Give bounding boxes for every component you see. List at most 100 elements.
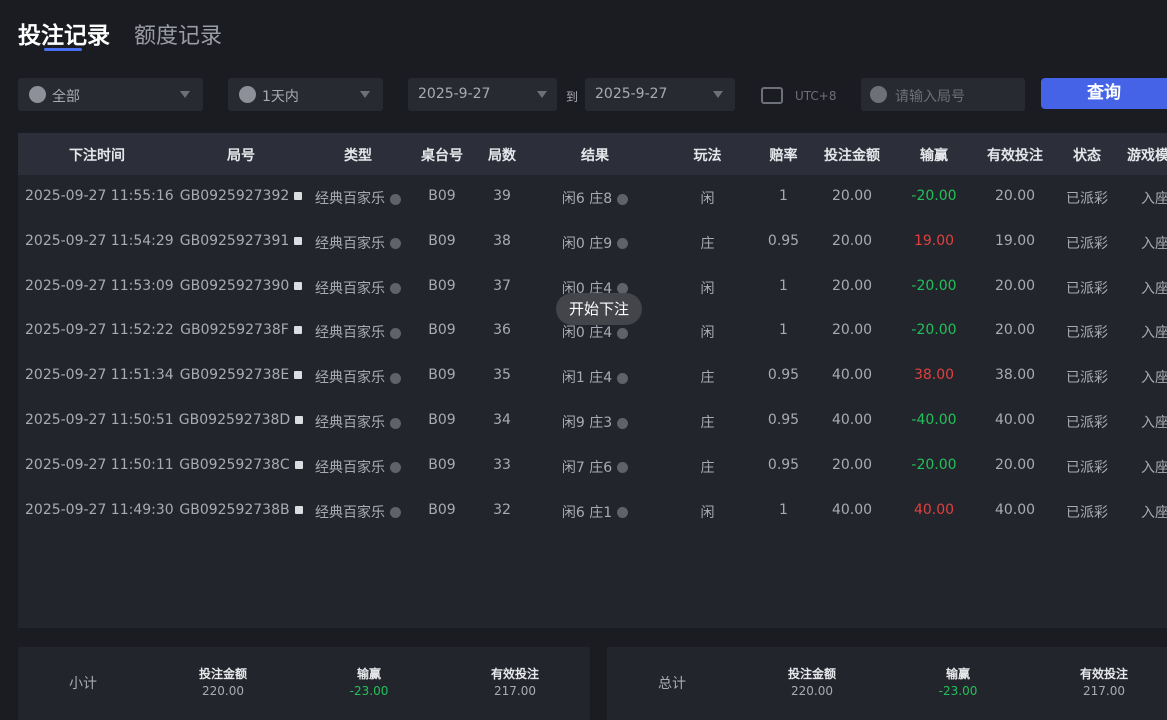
cell: 0.95 bbox=[755, 412, 812, 428]
cell-text: 闲9 庄3 bbox=[561, 415, 613, 431]
cell: -20.00 bbox=[892, 278, 976, 294]
cell: 2025-09-27 11:54:29 bbox=[18, 233, 176, 249]
info-icon[interactable] bbox=[617, 193, 629, 205]
cell: 20.00 bbox=[812, 188, 892, 204]
cell-text: 1 bbox=[779, 188, 788, 204]
cell: B09 bbox=[410, 322, 474, 338]
info-dot[interactable] bbox=[390, 283, 401, 295]
cell-text: -20.00 bbox=[911, 322, 957, 339]
copy-icon[interactable] bbox=[294, 236, 303, 245]
cell: 1 bbox=[755, 188, 812, 204]
cell: 闲 bbox=[660, 322, 755, 342]
summary-item-label: 输赢 bbox=[356, 667, 381, 681]
cell-text: B09 bbox=[428, 232, 456, 249]
copy-icon[interactable] bbox=[294, 505, 303, 514]
cell-text: GB092592738E bbox=[179, 367, 290, 384]
cell-text: 闲7 庄6 bbox=[561, 459, 613, 476]
copy-icon[interactable] bbox=[293, 326, 302, 335]
info-dot[interactable] bbox=[390, 238, 401, 250]
type-select[interactable]: 全部 bbox=[18, 78, 203, 111]
cell-text: 2025-09-27 11:53:09 bbox=[25, 277, 174, 294]
cell-text: 闲 bbox=[700, 325, 715, 342]
info-icon[interactable] bbox=[617, 327, 629, 339]
period-select[interactable]: 1天内 bbox=[228, 78, 383, 111]
cell: 入座 bbox=[1120, 412, 1167, 432]
info-dot[interactable] bbox=[390, 417, 401, 429]
cell: 经典百家乐 bbox=[306, 367, 410, 387]
timezone: UTC+8 bbox=[795, 89, 837, 103]
summary-item-label: 有效投注 bbox=[490, 667, 539, 681]
cell-text: 已派彩 bbox=[1066, 191, 1108, 207]
cell: 36 bbox=[474, 322, 530, 338]
info-icon[interactable] bbox=[617, 507, 629, 519]
info-dot[interactable] bbox=[390, 193, 401, 205]
column-header: 有效投注 bbox=[987, 148, 1043, 164]
cell-text: 经典百家乐 bbox=[315, 191, 385, 207]
info-icon[interactable] bbox=[617, 417, 629, 429]
cell-text: 已派彩 bbox=[1066, 415, 1108, 431]
date-to[interactable]: 2025-9-27 bbox=[585, 78, 735, 111]
cell-text: 1 bbox=[779, 277, 788, 294]
cell: 20.00 bbox=[976, 188, 1054, 204]
summary-label: 总计 bbox=[658, 676, 686, 692]
info-icon[interactable] bbox=[617, 238, 629, 250]
table-header: 下注时间 局号 类型 桌台号 局数 结果 玩法 赔率 投注金额 输赢 有效投注 状态 游戏模式 bbox=[18, 133, 1167, 175]
round-input[interactable]: 请输入局号 bbox=[861, 78, 1025, 111]
copy-icon[interactable] bbox=[294, 460, 303, 469]
cell: -20.00 bbox=[892, 457, 976, 473]
caret bbox=[360, 91, 370, 98]
info-icon[interactable] bbox=[617, 372, 629, 384]
column-header: 局数 bbox=[488, 148, 516, 164]
caret bbox=[537, 91, 547, 98]
cell-text: -20.00 bbox=[911, 456, 957, 473]
copy-icon[interactable] bbox=[294, 281, 303, 290]
info-dot[interactable] bbox=[390, 507, 401, 519]
cell-text: 20.00 bbox=[831, 322, 873, 339]
cell-text: 19.00 bbox=[994, 232, 1036, 249]
cell: 入座 bbox=[1120, 233, 1167, 253]
cell-text: 入座 bbox=[1141, 504, 1167, 521]
cell-text: 38.00 bbox=[913, 367, 955, 384]
cell: GB0925927392 bbox=[176, 188, 306, 204]
info-icon[interactable] bbox=[617, 283, 629, 295]
info-dot[interactable] bbox=[390, 372, 401, 384]
cell-text: 0.95 bbox=[767, 367, 800, 384]
cell-text: 40.00 bbox=[994, 501, 1036, 518]
query-button[interactable]: 查询 bbox=[1041, 78, 1167, 109]
cell: 40.00 bbox=[812, 367, 892, 383]
tab[interactable]: 额度记录 bbox=[134, 24, 223, 49]
cell: 入座 bbox=[1120, 502, 1167, 522]
cell-text: 经典百家乐 bbox=[315, 504, 385, 521]
copy-icon[interactable] bbox=[295, 416, 304, 424]
column-header: 游戏模式 bbox=[1127, 148, 1167, 164]
cell: 已派彩 bbox=[1054, 233, 1120, 253]
info-icon[interactable] bbox=[617, 462, 629, 474]
cell: 经典百家乐 bbox=[306, 322, 410, 342]
cell-text: 闲 bbox=[700, 280, 715, 297]
summary-item-value: 217.00 bbox=[1083, 684, 1125, 698]
cell-text: 闲6 庄8 bbox=[561, 191, 613, 207]
cell: 闲6 庄8 bbox=[530, 188, 660, 208]
cell-text: 入座 bbox=[1141, 415, 1167, 431]
summary-item-label: 输赢 bbox=[945, 667, 970, 681]
cell: 38 bbox=[474, 233, 530, 249]
cell-text: 35 bbox=[493, 367, 511, 384]
summary-label: 小计 bbox=[69, 676, 97, 692]
column-header: 玩法 bbox=[693, 148, 722, 164]
cell-text: 33 bbox=[493, 456, 511, 473]
cell: 已派彩 bbox=[1054, 322, 1120, 342]
cell-text: 入座 bbox=[1141, 459, 1167, 476]
calendar-icon[interactable] bbox=[761, 87, 783, 104]
copy-icon[interactable] bbox=[294, 371, 303, 380]
date-from[interactable]: 2025-9-27 bbox=[408, 78, 557, 111]
info-dot[interactable] bbox=[390, 327, 401, 339]
copy-icon[interactable] bbox=[294, 192, 303, 200]
cell-text: 2025-09-27 11:52:22 bbox=[25, 322, 174, 339]
cell-text: 40.00 bbox=[913, 501, 955, 518]
info-dot[interactable] bbox=[390, 462, 401, 474]
tab-active[interactable]: 投注记录 bbox=[18, 23, 110, 49]
cell: 20.00 bbox=[976, 278, 1054, 294]
caret bbox=[180, 91, 190, 98]
cell: 38.00 bbox=[976, 367, 1054, 383]
cell: GB092592738B bbox=[176, 502, 306, 518]
